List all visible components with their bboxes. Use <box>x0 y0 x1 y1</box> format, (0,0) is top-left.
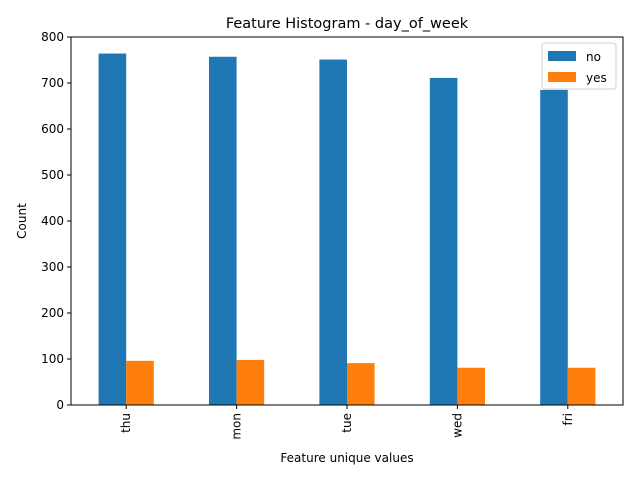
bar-no-wed <box>429 77 458 405</box>
y-axis-label: Count <box>15 203 29 239</box>
bar-no-tue <box>319 59 347 405</box>
legend-swatch-no <box>548 51 576 61</box>
legend-label-yes: yes <box>586 71 607 85</box>
x-tick-label: mon <box>230 413 244 440</box>
x-tick-label: wed <box>450 413 464 438</box>
bar-yes-tue <box>347 363 375 405</box>
bar-no-fri <box>540 89 568 406</box>
x-tick-label: fri <box>561 413 575 426</box>
y-tick-label: 500 <box>41 168 64 182</box>
y-tick-label: 300 <box>41 260 64 274</box>
bar-yes-fri <box>567 367 596 405</box>
x-axis-ticks: thu mon tue wed fri <box>119 405 575 440</box>
y-tick-label: 0 <box>56 398 64 412</box>
y-tick-label: 200 <box>41 306 64 320</box>
x-tick-label: tue <box>340 413 354 433</box>
y-tick-label: 400 <box>41 214 64 228</box>
legend-swatch-yes <box>548 72 576 82</box>
bars-group <box>98 53 596 406</box>
bar-yes-mon <box>236 359 265 405</box>
y-axis-ticks: 0 100 200 300 400 500 600 700 800 <box>41 30 71 412</box>
chart-title: Feature Histogram - day_of_week <box>226 16 469 32</box>
plot-frame <box>70 36 624 406</box>
y-tick-label: 100 <box>41 352 64 366</box>
legend: no yes <box>541 42 617 90</box>
bar-no-thu <box>98 53 127 406</box>
y-tick-label: 700 <box>41 76 64 90</box>
y-tick-label: 600 <box>41 122 64 136</box>
bar-yes-wed <box>457 367 485 405</box>
bar-no-mon <box>209 56 237 405</box>
legend-label-no: no <box>586 50 601 64</box>
bar-yes-thu <box>126 360 154 405</box>
y-tick-label: 800 <box>41 30 64 44</box>
x-tick-label: thu <box>119 413 133 433</box>
x-axis-label: Feature unique values <box>280 451 413 465</box>
